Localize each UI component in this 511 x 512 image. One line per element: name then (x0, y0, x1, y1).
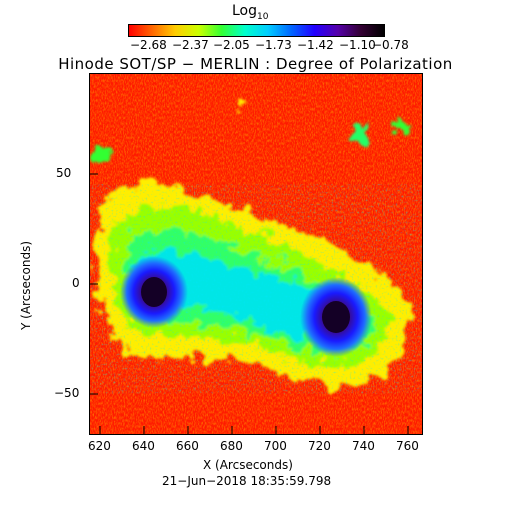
colorbar-title: Log10 (232, 3, 269, 22)
x-tick-label: 740 (352, 439, 375, 453)
x-tick-label: 700 (264, 439, 287, 453)
y-tick-label: 50 (56, 166, 72, 180)
timestamp: 21−Jun−2018 18:35:59.798 (162, 474, 332, 488)
colorbar-tick: −2.68 (130, 38, 167, 52)
colorbar-tick: −1.42 (297, 38, 334, 52)
umbra-core-left (141, 277, 167, 307)
x-tick-label: 680 (220, 439, 243, 453)
x-tick-marks (99, 426, 409, 434)
y-axis-label: Y (Arcseconds) (19, 240, 33, 330)
colorbar-tick: −1.10 (339, 38, 376, 52)
polarization-map (89, 73, 423, 435)
y-tick-label: 0 (72, 276, 80, 290)
colorbar-tick-last: −0.78 (372, 38, 409, 52)
x-tick-label: 660 (176, 439, 199, 453)
umbra-core-right (322, 301, 350, 333)
colorbar (128, 24, 385, 37)
x-axis-label: X (Arcseconds) (203, 458, 293, 472)
colorbar-tick: −2.37 (172, 38, 209, 52)
x-tick-label: 760 (396, 439, 419, 453)
colorbar-tick: −1.73 (255, 38, 292, 52)
x-tick-label: 720 (308, 439, 331, 453)
map-image (90, 74, 422, 434)
x-tick-label: 620 (88, 439, 111, 453)
plot-title: Hinode SOT/SP − MERLIN : Degree of Polar… (58, 55, 453, 73)
colorbar-tick: −2.05 (213, 38, 250, 52)
y-tick-marks (90, 173, 98, 395)
y-tick-label: −50 (54, 386, 80, 400)
x-tick-label: 640 (132, 439, 155, 453)
isolated-patches (94, 98, 407, 164)
